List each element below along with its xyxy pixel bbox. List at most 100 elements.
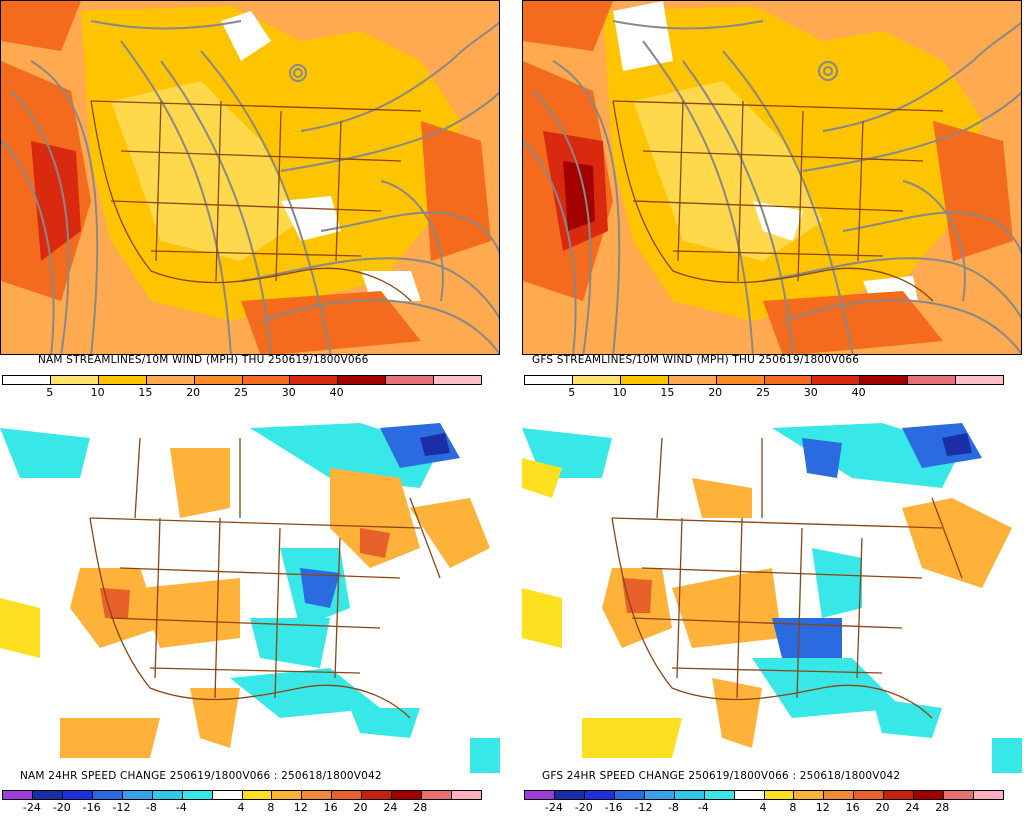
colorbar-tick-label: -16 <box>82 801 101 814</box>
colorbar-swatch <box>92 791 123 799</box>
colorbar-swatch <box>704 791 735 799</box>
colorbar-tick-label: -24 <box>544 801 563 814</box>
colorbar <box>524 790 1004 800</box>
colorbar-tick-label: 25 <box>756 386 770 399</box>
panel-gfs-speed-change: GFS 24HR SPEED CHANGE 250619/1800V066 : … <box>522 418 1022 818</box>
colorbar-tick-label: 5 <box>46 386 54 399</box>
colorbar-swatch <box>302 791 333 799</box>
colorbar-tick-label: -16 <box>604 801 623 814</box>
wind-speed-map <box>523 1 1021 354</box>
colorbar-tick-label: 5 <box>568 386 576 399</box>
colorbar-tick-label: 24 <box>383 801 398 814</box>
colorbar-swatch <box>812 376 861 384</box>
panel-title: GFS 24HR SPEED CHANGE 250619/1800V066 : … <box>542 770 901 782</box>
colorbar-swatch <box>62 791 93 799</box>
colorbar-swatch <box>854 791 885 799</box>
colorbar-tick-label: 12 <box>293 801 308 814</box>
colorbar-swatch <box>98 376 147 384</box>
speed-change-map <box>0 418 500 773</box>
colorbar-swatch <box>824 791 855 799</box>
colorbar-tick-label: -12 <box>112 801 131 814</box>
colorbar-tick-label: 12 <box>815 801 830 814</box>
map-nam-streamlines <box>0 0 500 355</box>
colorbar-swatch <box>272 791 303 799</box>
colorbar-swatch <box>242 791 273 799</box>
colorbar-swatch <box>242 376 291 384</box>
colorbar-swatch <box>944 791 975 799</box>
colorbar-swatch <box>734 791 765 799</box>
colorbar-swatch <box>338 376 387 384</box>
colorbar-swatch <box>212 791 243 799</box>
colorbar-swatch <box>182 791 213 799</box>
colorbar-swatch <box>332 791 363 799</box>
colorbar-tick-label: 4 <box>759 801 767 814</box>
colorbar-swatch <box>146 376 195 384</box>
colorbar-swatch <box>525 791 555 799</box>
colorbar-swatch <box>3 791 33 799</box>
colorbar-tick-label: 16 <box>323 801 338 814</box>
colorbar-ticks: 5 10 15 20 25 30 40 <box>2 386 482 400</box>
map-nam-speed-change <box>0 418 500 773</box>
colorbar-tick-label: 24 <box>905 801 920 814</box>
colorbar-tick-label: -20 <box>52 801 71 814</box>
colorbar-swatch <box>392 791 423 799</box>
colorbar-swatch <box>614 791 645 799</box>
colorbar-tick-label: -20 <box>574 801 593 814</box>
colorbar-swatch <box>674 791 705 799</box>
colorbar-tick-label: 10 <box>90 386 105 399</box>
map-gfs-speed-change <box>522 418 1022 773</box>
colorbar-tick-label: -8 <box>667 801 679 814</box>
colorbar-tick-label: 28 <box>413 801 428 814</box>
colorbar-swatch <box>572 376 621 384</box>
colorbar-swatch <box>908 376 957 384</box>
colorbar-tick-label: 20 <box>353 801 368 814</box>
colorbar-swatch <box>764 791 795 799</box>
colorbar-swatch <box>644 791 675 799</box>
colorbar <box>2 375 482 385</box>
colorbar-swatch <box>422 791 453 799</box>
colorbar-tick-label: 30 <box>281 386 296 399</box>
colorbar-swatch <box>525 376 573 384</box>
colorbar-swatch <box>764 376 813 384</box>
colorbar-tick-label: -4 <box>697 801 709 814</box>
colorbar-tick-label: -12 <box>634 801 653 814</box>
colorbar-swatch <box>716 376 765 384</box>
colorbar-ticks: -24 -20 -16 -12 -8 -4 4 8 12 16 20 24 28 <box>524 801 1004 815</box>
panel-gfs-streamlines: GFS STREAMLINES/10M WIND (MPH) THU 25061… <box>522 0 1022 400</box>
map-gfs-streamlines <box>522 0 1022 355</box>
wind-speed-map <box>1 1 499 354</box>
colorbar-swatch <box>32 791 63 799</box>
colorbar-tick-label: 4 <box>237 801 245 814</box>
colorbar-swatch <box>794 791 825 799</box>
colorbar-swatch <box>554 791 585 799</box>
colorbar-tick-label: 20 <box>875 801 890 814</box>
panel-nam-speed-change: NAM 24HR SPEED CHANGE 250619/1800V066 : … <box>0 418 500 818</box>
colorbar-swatch <box>290 376 339 384</box>
colorbar-swatch <box>362 791 393 799</box>
colorbar-tick-label: 15 <box>138 386 153 399</box>
colorbar-tick-label: 28 <box>935 801 950 814</box>
colorbar-swatch <box>434 376 482 384</box>
colorbar-swatch <box>3 376 51 384</box>
colorbar-swatch <box>668 376 717 384</box>
colorbar-tick-label: 10 <box>612 386 627 399</box>
colorbar-swatch <box>152 791 183 799</box>
colorbar-swatch <box>452 791 481 799</box>
colorbar-tick-label: 40 <box>851 386 866 399</box>
colorbar-tick-label: -4 <box>175 801 187 814</box>
colorbar-tick-label: 20 <box>708 386 723 399</box>
panel-nam-streamlines: NAM STREAMLINES/10M WIND (MPH) THU 25061… <box>0 0 500 400</box>
colorbar-swatch <box>620 376 669 384</box>
panel-title: NAM STREAMLINES/10M WIND (MPH) THU 25061… <box>38 354 369 366</box>
colorbar-tick-label: 25 <box>234 386 248 399</box>
speed-change-map <box>522 418 1022 773</box>
colorbar-tick-label: 30 <box>803 386 818 399</box>
colorbar-tick-label: 16 <box>845 801 860 814</box>
colorbar-swatch <box>584 791 615 799</box>
colorbar-tick-label: -8 <box>145 801 157 814</box>
panel-title: NAM 24HR SPEED CHANGE 250619/1800V066 : … <box>20 770 382 782</box>
colorbar-swatch <box>194 376 243 384</box>
colorbar-swatch <box>974 791 1003 799</box>
colorbar-tick-label: -24 <box>22 801 41 814</box>
colorbar-tick-label: 8 <box>789 801 797 814</box>
